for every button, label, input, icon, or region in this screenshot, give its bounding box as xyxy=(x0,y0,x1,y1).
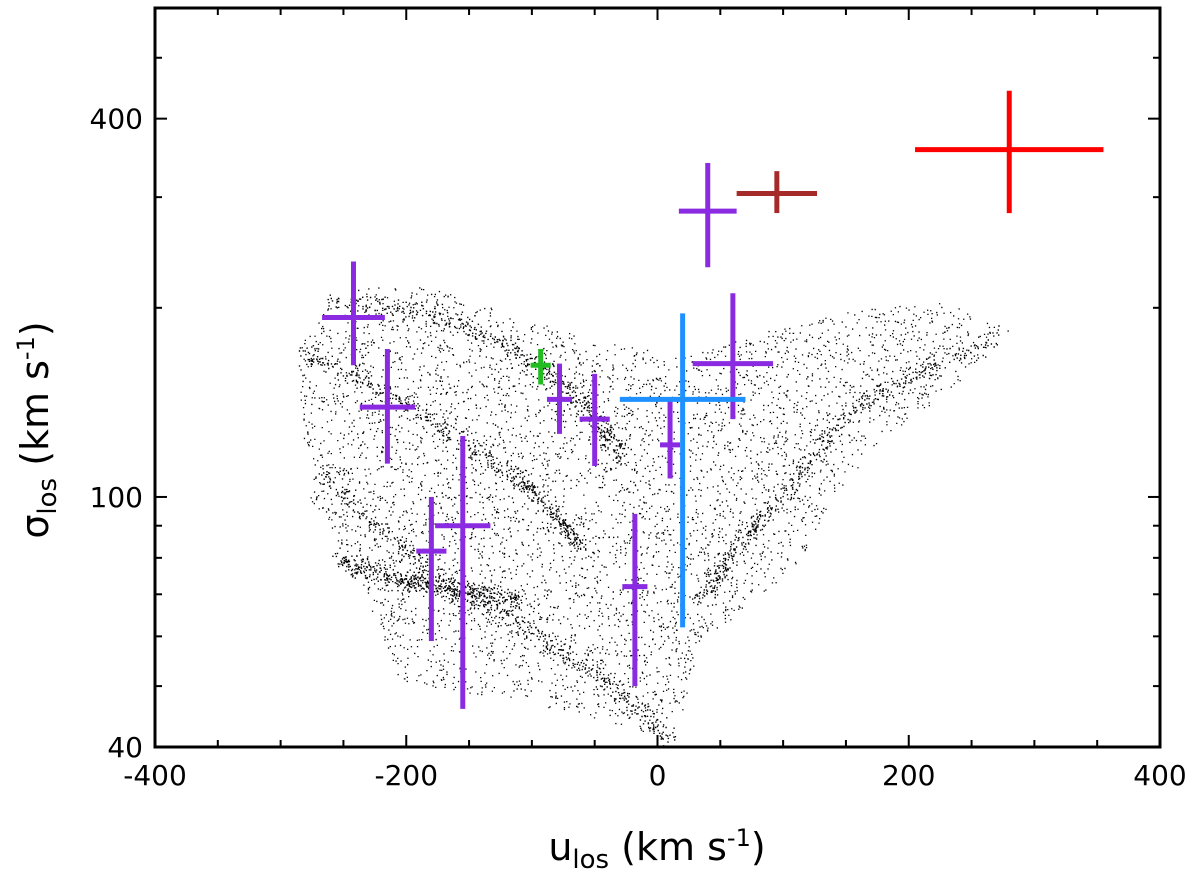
errorbar-point xyxy=(322,261,385,366)
y-tick-labels: 40 100 400 xyxy=(90,103,143,764)
errorbar-point xyxy=(678,162,737,268)
errorbar-point xyxy=(435,436,491,709)
errorbar-point xyxy=(915,90,1104,214)
x-tick-label: -200 xyxy=(374,759,438,792)
x-tick-label: 0 xyxy=(649,759,667,792)
x-tick-label: 400 xyxy=(1133,759,1186,792)
axis-ticks xyxy=(154,7,1161,748)
x-axis-label: ulos (km s-1) xyxy=(548,824,765,874)
errorbar-point xyxy=(579,373,610,467)
x-tick-label: 200 xyxy=(882,759,935,792)
particle-dots xyxy=(298,287,1009,748)
errorbar-point xyxy=(416,496,447,641)
errorbar-point xyxy=(660,401,681,479)
particle-cloud xyxy=(298,287,1009,748)
errorbar-points xyxy=(322,90,1104,709)
y-tick-label: 100 xyxy=(90,481,143,514)
x-tick-labels: -400 -200 0 200 400 xyxy=(123,759,1187,792)
x-tick-label: -400 xyxy=(123,759,187,792)
errorbar-point xyxy=(622,513,648,687)
y-tick-label: 400 xyxy=(90,103,143,136)
errorbar-point xyxy=(736,171,818,214)
y-tick-label: 40 xyxy=(107,731,143,764)
errorbar-point xyxy=(359,348,416,464)
errorbar-point xyxy=(530,348,551,385)
errorbar-point xyxy=(546,363,573,434)
y-axis-label: σlos (km s-1) xyxy=(12,321,63,538)
errorbar-point xyxy=(619,313,746,628)
